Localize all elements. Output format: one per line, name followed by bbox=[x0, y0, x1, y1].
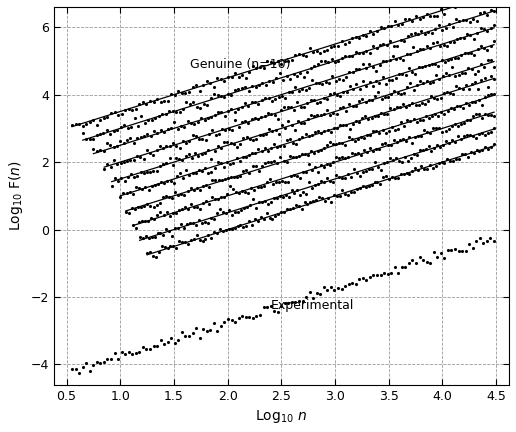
Y-axis label: Log$_{10}$ F($n$): Log$_{10}$ F($n$) bbox=[7, 160, 25, 231]
Text: Experimental: Experimental bbox=[271, 299, 354, 311]
X-axis label: Log$_{10}$ $n$: Log$_{10}$ $n$ bbox=[255, 408, 308, 425]
Text: Genuine (n=10): Genuine (n=10) bbox=[190, 58, 291, 71]
